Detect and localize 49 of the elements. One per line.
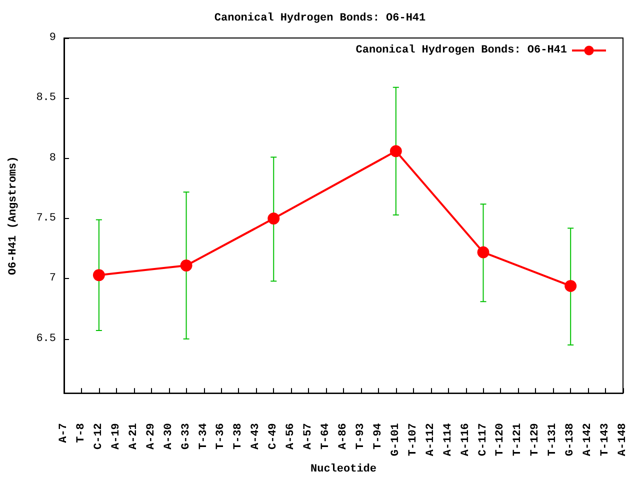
y-tick-label: 8.5 bbox=[36, 92, 56, 104]
x-tick-label: T-107 bbox=[407, 423, 420, 456]
x-tick-label: A-56 bbox=[285, 423, 298, 450]
y-tick-label: 7.5 bbox=[36, 212, 56, 225]
x-tick-label: A-7 bbox=[58, 423, 70, 443]
x-tick-label: T-121 bbox=[512, 422, 524, 456]
x-tick-label: T-143 bbox=[600, 422, 612, 456]
x-tick-label: A-43 bbox=[250, 422, 262, 450]
x-tick-label: A-116 bbox=[460, 423, 472, 456]
y-tick-label: 6.5 bbox=[36, 332, 56, 345]
x-tick-label: T-36 bbox=[215, 423, 228, 450]
x-tick-label: C-117 bbox=[477, 423, 490, 456]
x-tick-label: C-49 bbox=[268, 423, 280, 450]
x-tick-label: T-38 bbox=[232, 422, 245, 450]
point bbox=[180, 260, 192, 272]
y-tick-label: 8 bbox=[49, 152, 56, 164]
x-tick-label: T-131 bbox=[547, 422, 560, 456]
x-tick-label: A-114 bbox=[442, 422, 454, 456]
x-tick-label: T-34 bbox=[198, 422, 210, 450]
x-tick-label: A-21 bbox=[128, 422, 140, 450]
point bbox=[268, 212, 280, 225]
x-tick-label: T-8 bbox=[75, 422, 88, 443]
point bbox=[92, 269, 105, 282]
x-tick-label: T-64 bbox=[320, 422, 332, 450]
x-tick-label: A-29 bbox=[145, 423, 158, 450]
x-tick-label: A-142 bbox=[582, 423, 594, 456]
legend-label: Canonical Hydrogen Bonds: O6-H41 bbox=[356, 44, 568, 56]
x-tick-label: G-101 bbox=[390, 422, 402, 456]
chart-title: Canonical Hydrogen Bonds: O6-H41 bbox=[214, 12, 426, 24]
point bbox=[564, 280, 577, 292]
point bbox=[390, 145, 402, 158]
y-axis-title: O6-H41 (Angstroms) bbox=[8, 156, 20, 275]
x-tick-label: G-138 bbox=[564, 422, 577, 456]
x-tick-label: A-148 bbox=[617, 422, 629, 456]
x-tick-label: A-19 bbox=[110, 423, 122, 450]
y-tick-label: 9 bbox=[49, 32, 56, 44]
x-tick-label: T-120 bbox=[494, 423, 507, 456]
y-tick-label: 7 bbox=[49, 272, 56, 285]
x-tick-label: A-86 bbox=[338, 423, 350, 450]
point bbox=[477, 246, 490, 258]
x-tick-label: A-30 bbox=[162, 423, 175, 450]
x-tick-label: C-12 bbox=[92, 423, 105, 450]
x-axis-title: Nucleotide bbox=[310, 464, 377, 476]
x-tick-label: T-94 bbox=[372, 422, 384, 450]
x-tick-label: G-33 bbox=[180, 422, 192, 450]
x-tick-label: A-57 bbox=[302, 423, 315, 450]
x-tick-label: T-93 bbox=[354, 422, 367, 450]
x-tick-label: T-129 bbox=[530, 423, 542, 456]
x-tick-label: A-112 bbox=[424, 423, 437, 456]
